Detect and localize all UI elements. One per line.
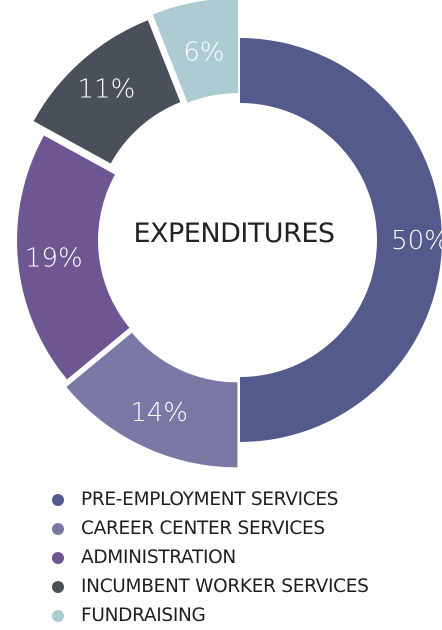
chart-title: EXPENDITURES (133, 218, 334, 249)
slice-career-center-services (66, 332, 238, 468)
legend-item: ADMINISTRATION (52, 543, 369, 572)
legend-label: ADMINISTRATION (81, 547, 236, 568)
legend-label: PRE-EMPLOYMENT SERVICES (81, 489, 339, 510)
legend-swatch (52, 609, 64, 622)
legend: PRE-EMPLOYMENT SERVICES CAREER CENTER SER… (52, 485, 369, 630)
slice-incumbent-worker-services (33, 20, 181, 164)
legend-label: INCUMBENT WORKER SERVICES (81, 576, 369, 597)
slice-value-label: 11% (78, 75, 136, 105)
legend-swatch (52, 551, 64, 564)
slice-administration (17, 135, 130, 380)
slice-value-label: 19% (25, 244, 83, 274)
legend-item: FUNDRAISING (52, 601, 369, 630)
legend-item: CAREER CENTER SERVICES (52, 514, 369, 543)
slice-value-label: 6% (183, 37, 224, 67)
donut-slices (17, 0, 442, 468)
legend-label: FUNDRAISING (81, 605, 206, 626)
donut-chart: 50% 14% 19% 11% 6% EXPENDITURES (17, 0, 442, 468)
slice-pre-employment-services (240, 38, 442, 442)
legend-item: INCUMBENT WORKER SERVICES (52, 572, 369, 601)
legend-item: PRE-EMPLOYMENT SERVICES (52, 485, 369, 514)
slice-value-labels: 50% 14% 19% 11% 6% (25, 37, 442, 428)
legend-swatch (52, 493, 64, 506)
slice-value-label: 50% (391, 226, 442, 256)
slice-fundraising (152, 0, 239, 103)
legend-label: CAREER CENTER SERVICES (81, 518, 325, 539)
slice-value-label: 14% (130, 398, 188, 428)
legend-swatch (52, 580, 64, 593)
legend-swatch (52, 522, 64, 535)
